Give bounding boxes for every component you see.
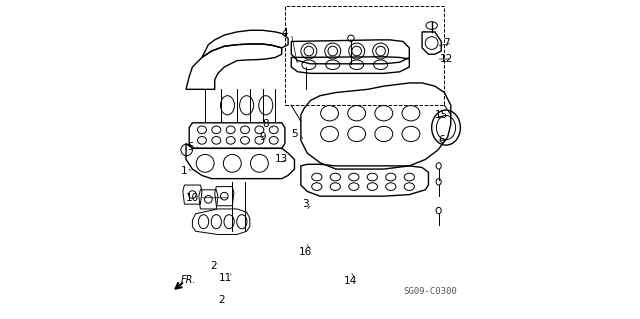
Text: 1: 1 [181, 166, 188, 176]
Text: 2: 2 [218, 295, 225, 305]
Text: 4: 4 [282, 28, 288, 39]
Text: 12: 12 [440, 54, 452, 64]
Text: 8: 8 [262, 119, 269, 130]
Text: 7: 7 [443, 38, 449, 48]
Text: FR.: FR. [180, 275, 196, 285]
Bar [285, 6, 444, 105]
Text: 6: 6 [438, 135, 445, 145]
Text: 14: 14 [344, 276, 357, 286]
Text: 13: 13 [275, 154, 289, 165]
Text: 5: 5 [291, 129, 298, 139]
Text: 11: 11 [220, 272, 232, 283]
Text: 16: 16 [299, 247, 312, 257]
Text: 5: 5 [188, 142, 194, 152]
Text: 10: 10 [186, 193, 199, 203]
Text: 3: 3 [302, 199, 309, 209]
Text: 15: 15 [435, 110, 448, 120]
Text: 2: 2 [210, 261, 216, 271]
Text: SG09-C0300: SG09-C0300 [403, 287, 457, 296]
Text: 9: 9 [259, 132, 266, 142]
